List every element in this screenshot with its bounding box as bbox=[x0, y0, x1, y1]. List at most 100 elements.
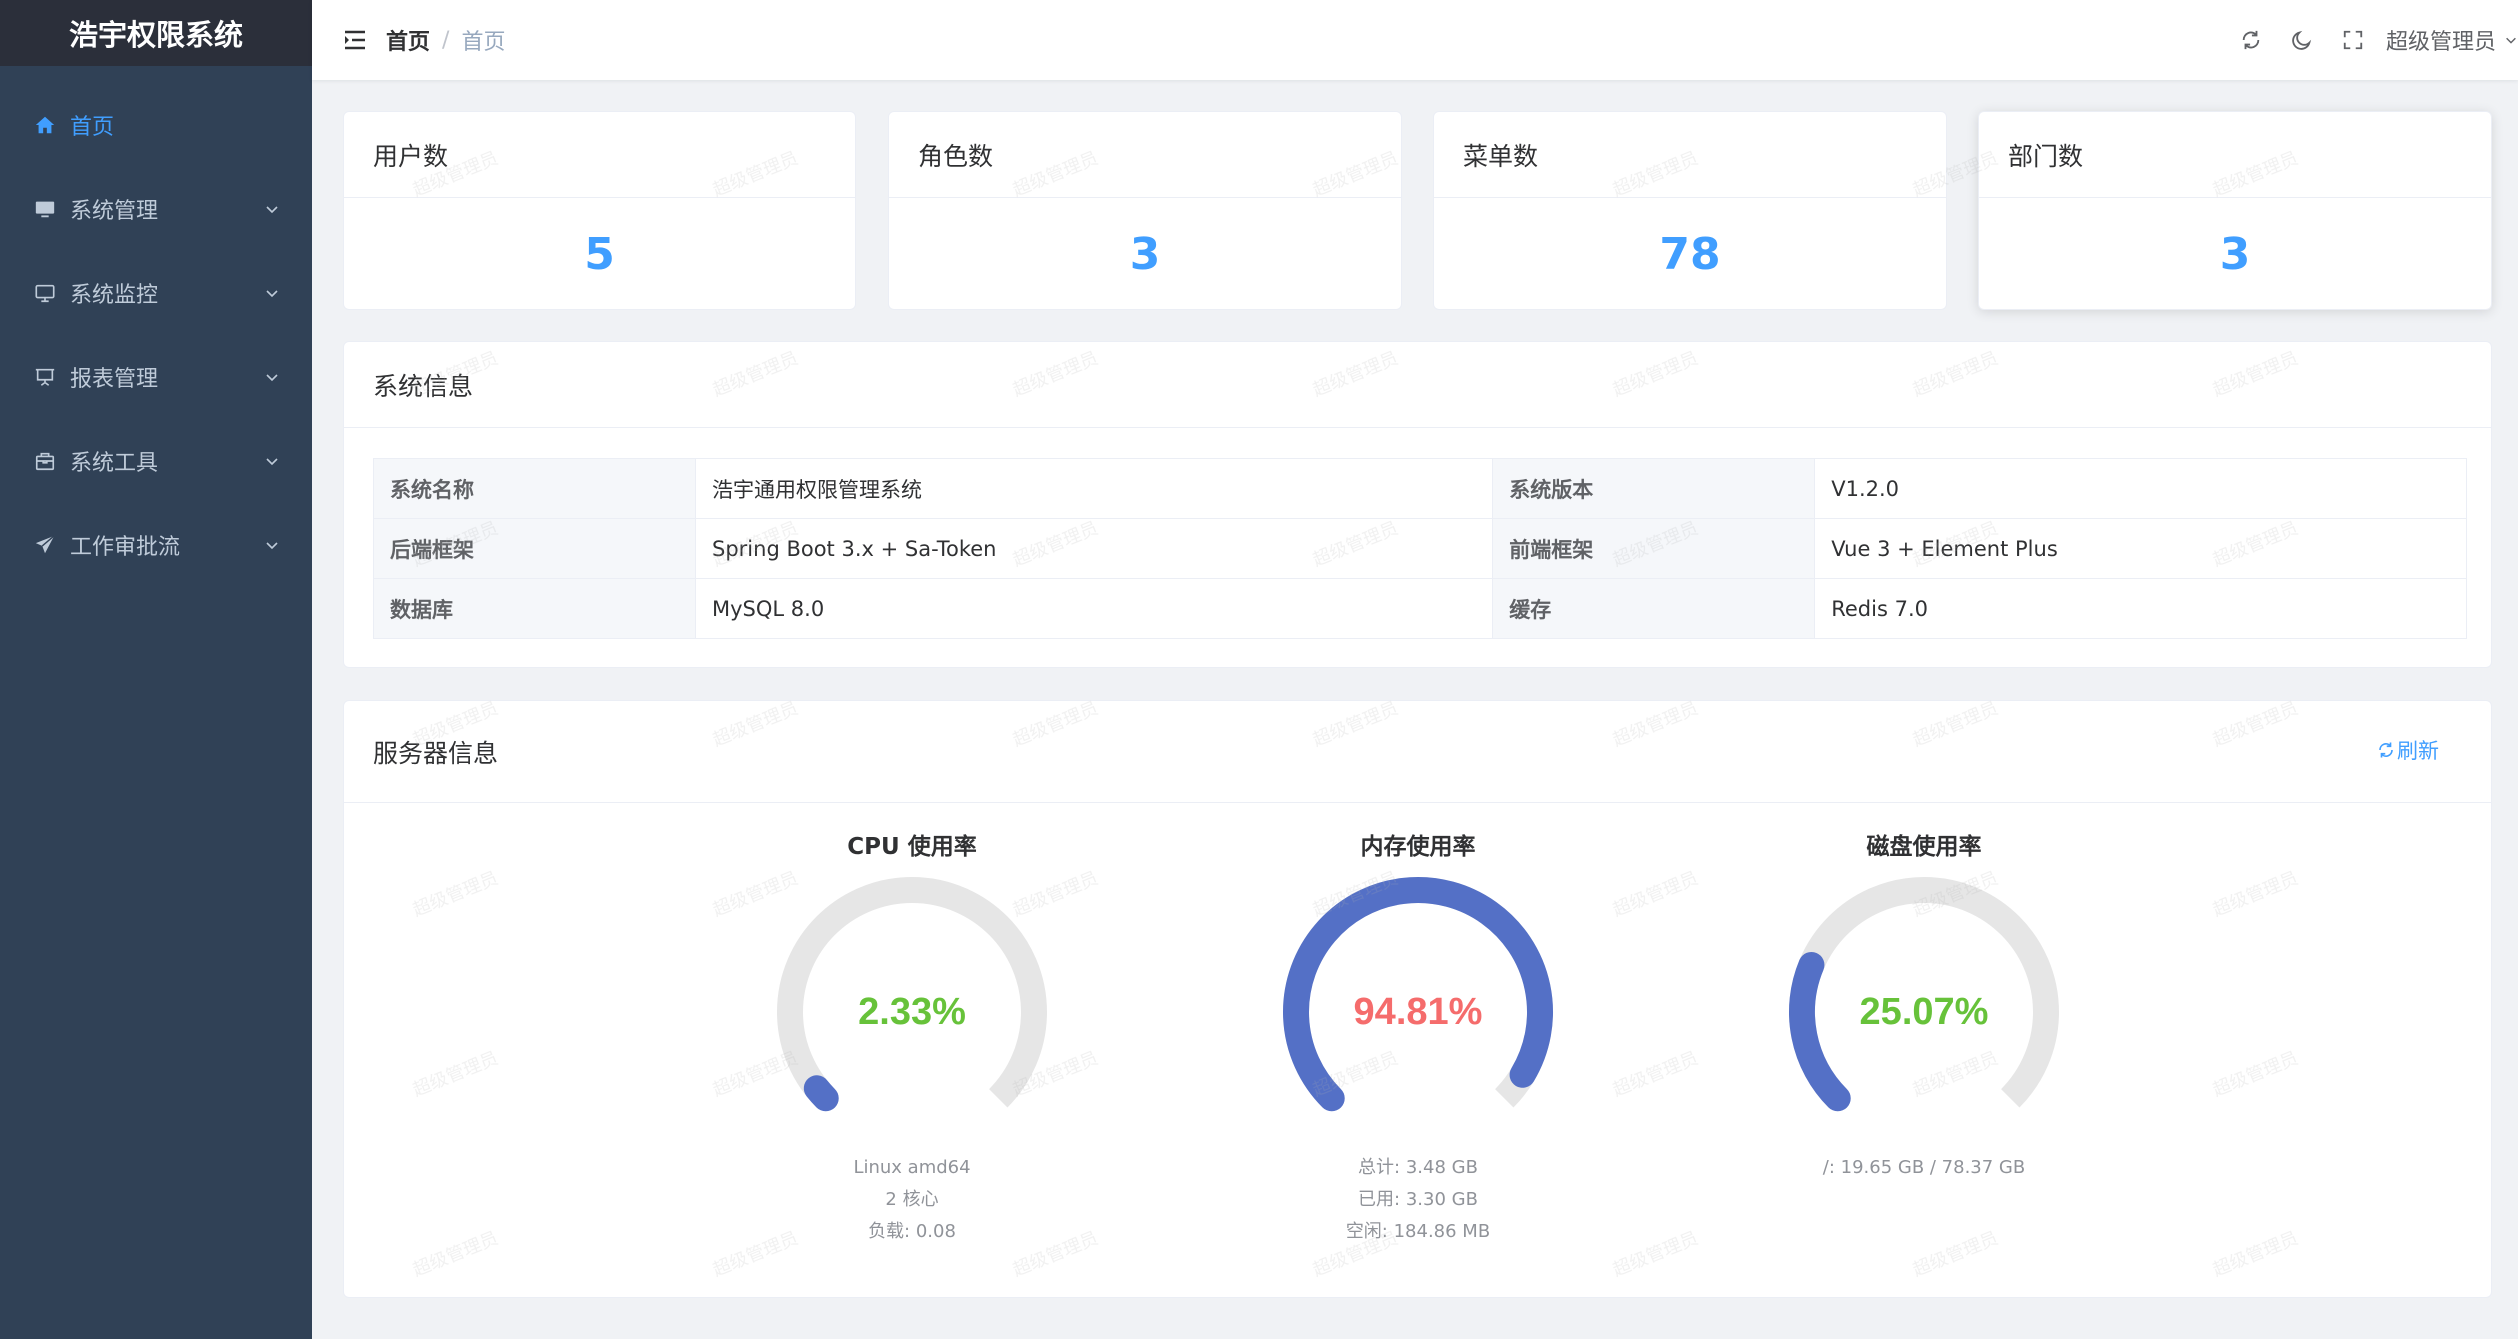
gauge-fill bbox=[1283, 877, 1553, 1112]
presentation-icon bbox=[32, 364, 58, 390]
stat-card-title: 用户数 bbox=[344, 112, 855, 198]
breadcrumb-item-home[interactable]: 首页 bbox=[386, 30, 431, 55]
table-row: 后端框架 Spring Boot 3.x + Sa-Token 前端框架 Vue… bbox=[373, 518, 2467, 579]
gauge-info-line: 已用: 3.30 GB bbox=[1358, 1189, 1478, 1210]
stat-card-title: 菜单数 bbox=[1434, 112, 1946, 198]
gauge-track bbox=[777, 877, 1047, 1108]
gauge-info-line: /: 19.65 GB / 78.37 GB bbox=[1822, 1157, 2026, 1178]
chevron-down-icon bbox=[266, 290, 278, 298]
menu-fold-icon bbox=[345, 30, 365, 50]
stat-card-departments: 部门数 3 bbox=[1978, 111, 2492, 310]
gauge-info-line: 总计: 3.48 GB bbox=[1358, 1157, 1478, 1178]
sidebar-item-report-management[interactable]: 报表管理 bbox=[0, 335, 312, 419]
table-row: 数据库 MySQL 8.0 缓存 Redis 7.0 bbox=[373, 578, 2467, 639]
gauge-title: 磁盘使用率 bbox=[1866, 834, 1982, 860]
server-refresh-button[interactable]: 刷新 bbox=[2377, 735, 2439, 765]
sidebar-item-label: 报表管理 bbox=[70, 367, 159, 392]
sidebar-item-label: 系统工具 bbox=[70, 451, 159, 476]
fullscreen-button[interactable] bbox=[2335, 22, 2371, 58]
gauge-chart: 94.81% bbox=[1283, 877, 1553, 1112]
chevron-down-icon bbox=[266, 206, 278, 214]
app-title: 浩宇权限系统 bbox=[68, 18, 243, 52]
toolbox-icon bbox=[32, 448, 58, 474]
sidebar-item-system-monitor[interactable]: 系统监控 bbox=[0, 251, 312, 335]
info-value: 浩宇通用权限管理系统 bbox=[694, 458, 1494, 519]
stat-card-value: 3 bbox=[2219, 228, 2251, 280]
refresh-icon bbox=[2242, 30, 2260, 50]
system-info-title: 系统信息 bbox=[344, 342, 2491, 428]
stat-card-value: 78 bbox=[1659, 228, 1721, 280]
user-dropdown[interactable]: 超级管理员 bbox=[2386, 24, 2518, 56]
info-label: 系统版本 bbox=[1492, 458, 1816, 519]
gauge-info: Linux amd64 2 核心 负载: 0.08 bbox=[712, 1152, 1112, 1248]
refresh-button[interactable] bbox=[2233, 22, 2269, 58]
sidebar-item-home[interactable]: 首页 bbox=[0, 83, 312, 167]
sidebar-item-system-management[interactable]: 系统管理 bbox=[0, 167, 312, 251]
stat-card-menus: 菜单数 78 bbox=[1433, 111, 1947, 310]
stat-card-value: 3 bbox=[1129, 228, 1161, 280]
home-icon bbox=[32, 112, 58, 138]
gauge-fill bbox=[1789, 951, 1851, 1112]
breadcrumb-item-current: 首页 bbox=[461, 30, 506, 55]
chevron-down-icon bbox=[2506, 37, 2516, 44]
sidebar-item-label: 首页 bbox=[70, 115, 115, 140]
sidebar-item-label: 工作审批流 bbox=[70, 535, 181, 560]
info-value: Redis 7.0 bbox=[1814, 578, 2467, 639]
screen-icon bbox=[32, 280, 58, 306]
gauge-info: /: 19.65 GB / 78.37 GB bbox=[1724, 1152, 2124, 1184]
stat-card-users: 用户数 5 bbox=[343, 111, 856, 310]
gauge-info-line: 空闲: 184.86 MB bbox=[1345, 1221, 1491, 1242]
stat-card-title: 角色数 bbox=[889, 112, 1401, 198]
info-value: V1.2.0 bbox=[1814, 458, 2467, 519]
gauge-chart: 2.33% bbox=[777, 877, 1047, 1112]
stat-card-title: 部门数 bbox=[1979, 112, 2491, 198]
gauge-value: 2.33% bbox=[858, 991, 966, 1033]
table-row: 系统名称 浩宇通用权限管理系统 系统版本 V1.2.0 bbox=[373, 458, 2467, 519]
chevron-down-icon bbox=[266, 374, 278, 382]
chevron-down-icon bbox=[266, 542, 278, 550]
sidebar-item-system-tools[interactable]: 系统工具 bbox=[0, 419, 312, 503]
user-name: 超级管理员 bbox=[2385, 30, 2496, 55]
stat-card-value: 5 bbox=[584, 228, 615, 280]
gauge-cpu: CPU 使用率 2.33% Linux amd64 2 核心 负载: 0.08 bbox=[712, 832, 1112, 1248]
info-value: Vue 3 + Element Plus bbox=[1814, 518, 2467, 579]
sidebar-menu: 首页 系统管理 系统监控 报表管理 系统工具 bbox=[0, 66, 312, 587]
sidebar-item-workflow[interactable]: 工作审批流 bbox=[0, 503, 312, 587]
breadcrumb: 首页 / 首页 bbox=[386, 0, 505, 80]
server-info-card: 服务器信息 刷新 CPU 使用率 2.33% Linux amd64 2 核心 … bbox=[343, 700, 2492, 1298]
info-value: MySQL 8.0 bbox=[694, 578, 1494, 639]
info-label: 后端框架 bbox=[373, 518, 696, 579]
dark-mode-toggle[interactable] bbox=[2284, 22, 2320, 58]
gauge-fill bbox=[803, 1075, 839, 1112]
server-info-title: 服务器信息 bbox=[344, 701, 2491, 803]
refresh-label: 刷新 bbox=[2397, 739, 2439, 763]
navbar-actions: 超级管理员 bbox=[2233, 0, 2518, 80]
sidebar: 浩宇权限系统 首页 系统管理 系统监控 报表管理 bbox=[0, 0, 312, 1339]
info-label: 前端框架 bbox=[1492, 518, 1816, 579]
chevron-down-icon bbox=[266, 458, 278, 466]
gauge-info-line: 2 核心 bbox=[885, 1189, 939, 1210]
gauge-value: 94.81% bbox=[1354, 991, 1483, 1033]
monitor-icon bbox=[32, 196, 58, 222]
gauge-title: 内存使用率 bbox=[1360, 834, 1476, 860]
gauge-chart: 25.07% bbox=[1789, 877, 2059, 1112]
sidebar-item-label: 系统监控 bbox=[70, 283, 159, 308]
info-label: 缓存 bbox=[1492, 578, 1816, 639]
info-value: Spring Boot 3.x + Sa-Token bbox=[694, 518, 1494, 579]
info-label: 数据库 bbox=[373, 578, 696, 639]
hamburger-button[interactable] bbox=[338, 23, 372, 57]
app-logo[interactable]: 浩宇权限系统 bbox=[0, 0, 312, 66]
fullscreen-icon bbox=[2343, 30, 2363, 50]
gauge-info: 总计: 3.48 GB 已用: 3.30 GB 空闲: 184.86 MB bbox=[1218, 1152, 1618, 1248]
breadcrumb-separator: / bbox=[442, 27, 450, 53]
sidebar-item-label: 系统管理 bbox=[70, 199, 159, 224]
system-info-card: 系统信息 系统名称 浩宇通用权限管理系统 系统版本 V1.2.0 后端框架 Sp… bbox=[343, 341, 2492, 668]
system-info-table: 系统名称 浩宇通用权限管理系统 系统版本 V1.2.0 后端框架 Spring … bbox=[373, 458, 2467, 639]
gauge-value: 25.07% bbox=[1860, 991, 1989, 1033]
gauge-memory: 内存使用率 94.81% 总计: 3.48 GB 已用: 3.30 GB 空闲:… bbox=[1218, 832, 1618, 1248]
gauge-info-line: 负载: 0.08 bbox=[868, 1221, 956, 1242]
navbar: 首页 / 首页 超级管理员 bbox=[312, 0, 2518, 80]
gauge-disk: 磁盘使用率 25.07% /: 19.65 GB / 78.37 GB bbox=[1724, 832, 2124, 1184]
info-label: 系统名称 bbox=[373, 458, 696, 519]
gauge-info-line: Linux amd64 bbox=[853, 1157, 971, 1178]
